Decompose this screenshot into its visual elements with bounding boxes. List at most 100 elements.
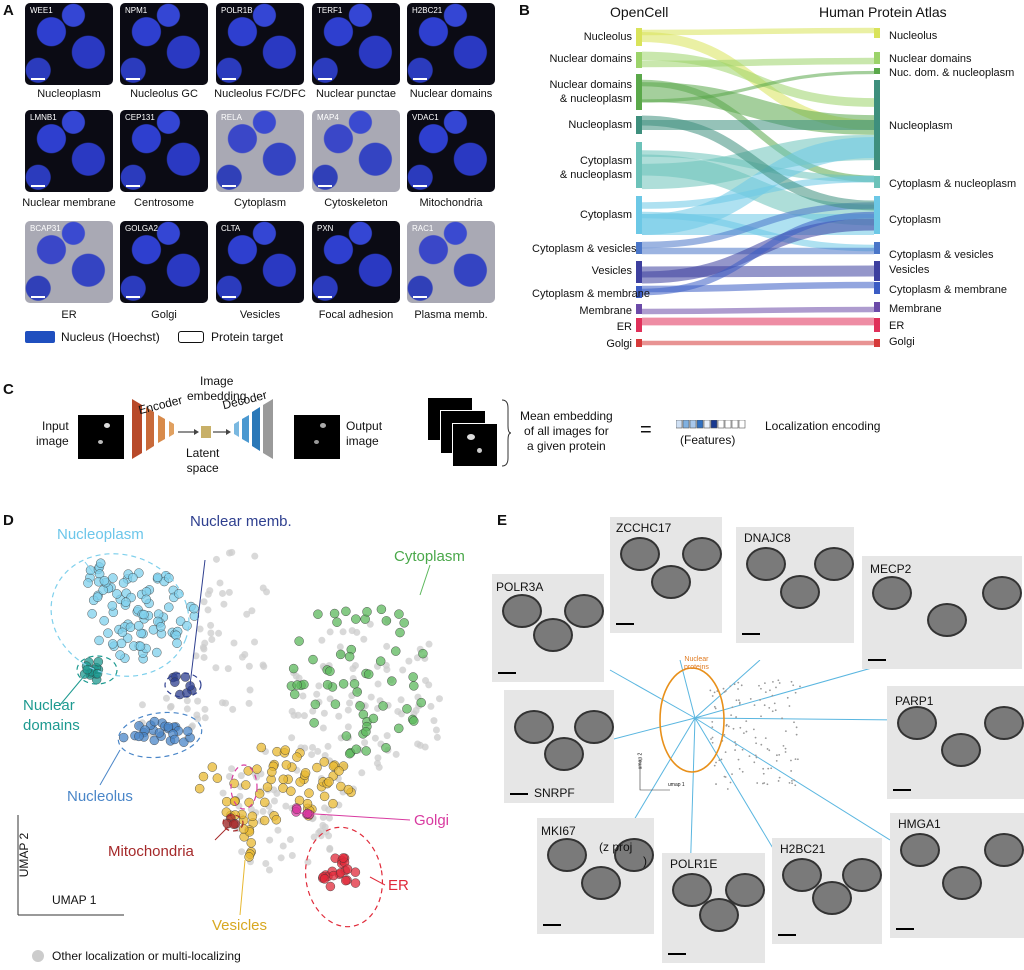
scatter-point — [383, 732, 391, 740]
scatter-point — [414, 740, 422, 748]
scatter-point — [99, 576, 110, 586]
nuclear-proteins-label: Nuclear proteins — [684, 656, 709, 671]
label-leader — [214, 826, 229, 841]
inset-point — [764, 682, 766, 685]
z-projection-paren: ) — [643, 854, 647, 868]
scatter-point — [394, 723, 404, 734]
inset-point — [764, 691, 767, 694]
cell-micrograph: MKI67 (z proj) — [537, 818, 654, 934]
sankey-right-label: Cytoplasm & membrane — [889, 284, 1007, 296]
inset-point — [710, 738, 712, 740]
scatter-point — [332, 617, 342, 627]
micrograph-tile: RAC1 — [407, 221, 495, 303]
connector-line — [609, 717, 696, 741]
sankey-left-label: Cytoplasm — [580, 209, 632, 221]
scale-bar — [498, 672, 516, 674]
inset-point — [784, 730, 787, 733]
scatter-point — [405, 657, 413, 665]
nucleus — [897, 706, 937, 740]
scatter-point — [310, 833, 318, 841]
scatter-point — [259, 815, 270, 826]
scatter-point — [319, 757, 329, 767]
inset-point — [763, 782, 766, 784]
scale-bar — [318, 185, 332, 187]
sankey-right-node — [874, 242, 880, 254]
scatter-point — [315, 682, 323, 690]
inset-point — [711, 726, 714, 728]
sankey-right-label: Cytoplasm & vesicles — [889, 249, 994, 261]
inset-point — [709, 689, 712, 692]
scatter-point — [96, 558, 106, 568]
tile-localization-label: Nucleolus FC/DFC — [214, 88, 306, 100]
scatter-point — [374, 754, 382, 762]
scatter-point — [299, 692, 307, 700]
inset-point — [711, 720, 714, 723]
autoencoder-diagram — [132, 399, 273, 459]
scatter-point — [194, 715, 202, 723]
inset-point — [758, 684, 760, 687]
sankey-right-label: Nucleoplasm — [889, 120, 953, 132]
scatter-point — [339, 628, 347, 636]
scatter-point — [225, 549, 233, 557]
scatter-point — [309, 718, 319, 728]
tile-protein-label: TERF1 — [317, 6, 343, 15]
nucleus — [580, 866, 621, 900]
nuclear-proteins-ellipse — [659, 667, 725, 773]
sankey-left-label: Cytoplasm & vesicles — [532, 243, 637, 255]
micrograph-tile: NPM1 — [120, 3, 208, 85]
scatter-point — [224, 665, 232, 673]
scatter-point — [326, 628, 334, 636]
scatter-point — [167, 702, 175, 710]
cell-protein-label: SNRPF — [534, 786, 575, 800]
scatter-point — [273, 789, 281, 797]
feature-vector — [676, 420, 746, 429]
scatter-point — [134, 621, 144, 631]
nucleus — [984, 833, 1024, 867]
scatter-point — [319, 813, 327, 821]
sankey-left-node — [636, 74, 642, 110]
scatter-point — [397, 696, 405, 704]
inset-point — [760, 715, 762, 718]
inset-point — [770, 767, 773, 770]
scale-bar — [126, 296, 140, 298]
scale-bar — [413, 296, 427, 298]
scatter-point — [201, 639, 209, 647]
nucleus — [982, 576, 1022, 610]
mean-embedding-text: Mean embedding of all images for a given… — [520, 409, 613, 453]
inset-point — [781, 717, 783, 720]
inset-point — [723, 733, 726, 736]
scale-bar — [31, 185, 45, 187]
cell-protein-label: DNAJC8 — [744, 531, 791, 545]
scatter-point — [82, 664, 92, 675]
connector-line — [694, 717, 891, 841]
scatter-point — [338, 853, 348, 863]
scatter-point — [381, 616, 392, 626]
scatter-point — [94, 635, 104, 646]
scatter-point — [310, 699, 321, 710]
scatter-point — [267, 767, 277, 777]
scatter-point — [375, 656, 386, 666]
sankey-right-node — [874, 80, 880, 170]
tile-protein-label: RAC1 — [412, 224, 434, 233]
label-leader — [189, 559, 206, 686]
label-leader — [239, 859, 246, 916]
scatter-point — [108, 639, 118, 649]
tile-protein-label: GOLGA2 — [125, 224, 158, 233]
scatter-point — [251, 552, 259, 560]
scatter-point — [83, 578, 93, 588]
axis-umap2: UMAP 2 — [17, 832, 31, 878]
scale-bar — [222, 296, 236, 298]
scatter-point — [270, 797, 278, 805]
scatter-point — [262, 859, 270, 867]
inset-point — [732, 727, 735, 730]
scatter-point — [163, 722, 174, 732]
scatter-point — [378, 701, 388, 711]
scatter-point — [335, 649, 346, 660]
inset-point — [729, 685, 732, 688]
sankey-right-node — [874, 68, 880, 74]
micrograph-tile: CLTA — [216, 221, 304, 303]
inset-point — [729, 781, 732, 784]
nucleus — [942, 865, 982, 900]
sankey-right-node — [874, 302, 880, 312]
cell-micrograph: ZCCHC17 — [610, 517, 722, 633]
